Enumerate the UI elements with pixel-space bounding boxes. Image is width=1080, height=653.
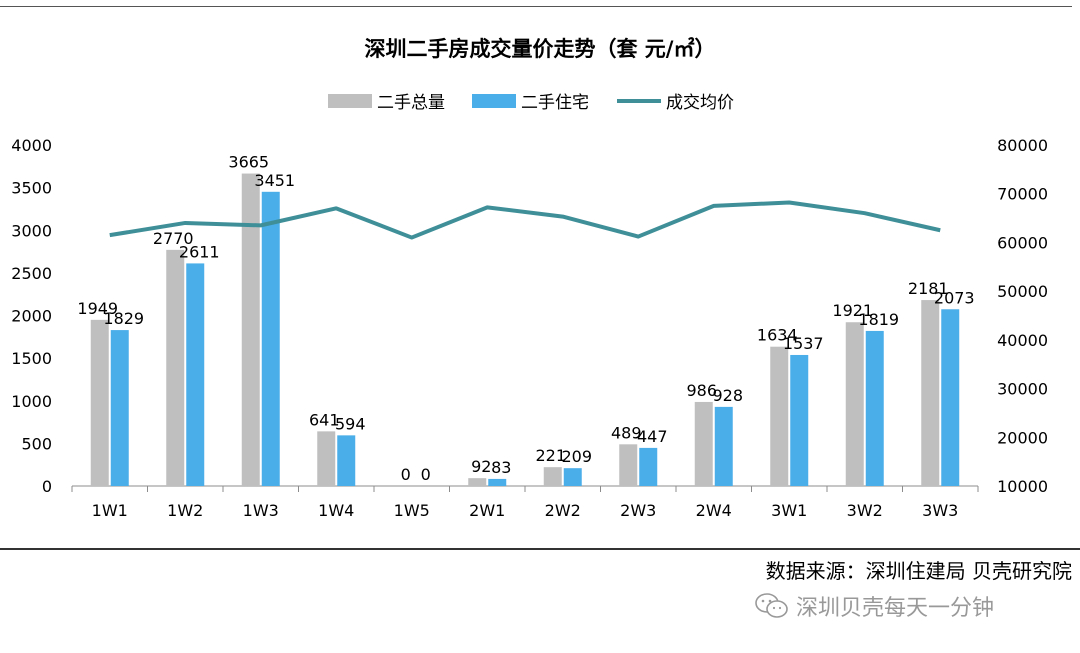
x-tick-label: 2W4 xyxy=(696,501,732,520)
x-tick-label: 1W4 xyxy=(318,501,354,520)
y-right-tick-label: 10000 xyxy=(997,477,1048,496)
data-label-total: 2181 xyxy=(908,279,949,298)
bar-total xyxy=(166,249,185,486)
x-tick-label: 1W5 xyxy=(394,501,430,520)
data-label-residential: 1819 xyxy=(858,310,899,329)
top-rule xyxy=(0,6,1072,7)
data-label-residential: 1537 xyxy=(783,334,824,353)
bar-total xyxy=(317,431,336,486)
bar-total xyxy=(468,478,487,486)
bar-residential xyxy=(865,330,884,486)
y-right-tick-label: 60000 xyxy=(997,233,1048,252)
data-label-residential: 447 xyxy=(637,427,668,446)
x-tick-label: 3W2 xyxy=(847,501,883,520)
y-left-tick-label: 3000 xyxy=(11,221,52,240)
x-tick-label: 2W3 xyxy=(620,501,656,520)
bar-residential xyxy=(337,435,356,486)
bar-total xyxy=(619,444,638,486)
bar-residential xyxy=(261,191,280,486)
y-left-tick-label: 4000 xyxy=(11,136,52,155)
x-tick-label: 1W2 xyxy=(167,501,203,520)
x-tick-label: 2W2 xyxy=(545,501,581,520)
legend-swatch-residential xyxy=(472,94,516,108)
data-label-residential: 1829 xyxy=(103,309,144,328)
bar-total xyxy=(241,173,260,486)
y-left-tick-label: 1500 xyxy=(11,349,52,368)
data-label-total: 1949 xyxy=(77,299,118,318)
x-tick-label: 2W1 xyxy=(469,501,505,520)
y-left-tick-label: 3500 xyxy=(11,179,52,198)
legend: 二手总量 二手住宅 成交均价 xyxy=(328,93,734,113)
data-label-residential: 3451 xyxy=(254,171,295,190)
data-label-total: 489 xyxy=(611,423,642,442)
data-label-residential: 594 xyxy=(335,414,366,433)
y-right-tick-label: 50000 xyxy=(997,282,1048,301)
y-right-tick-label: 80000 xyxy=(997,136,1048,155)
bar-residential xyxy=(563,468,582,486)
plot-area: 0 500 1000 1500 2000 2500 3000 3500 4000 10000 200… xyxy=(11,136,1048,520)
y-left-tick-label: 2000 xyxy=(11,307,52,326)
line-avg-price xyxy=(109,200,941,240)
legend-swatch-total xyxy=(328,94,372,108)
y-left-tick-label: 0 xyxy=(42,477,52,496)
data-label-total: 0 xyxy=(401,465,411,484)
bar-total xyxy=(845,322,864,486)
bar-total xyxy=(921,300,940,486)
legend-label-avg-price: 成交均价 xyxy=(666,93,734,113)
legend-label-residential: 二手住宅 xyxy=(521,93,589,113)
bar-residential xyxy=(186,263,205,486)
bar-total xyxy=(90,319,109,486)
wechat-icon xyxy=(755,593,788,618)
data-label-residential: 0 xyxy=(421,465,431,484)
watermark-text: 深圳贝壳每天一分钟 xyxy=(796,596,995,621)
data-label-residential: 2611 xyxy=(179,242,220,261)
data-label-residential: 928 xyxy=(712,386,743,405)
chart-title: 深圳二手房成交量价走势（套 元/㎡） xyxy=(365,37,716,61)
bar-residential xyxy=(488,478,507,486)
data-label-total: 1634 xyxy=(757,326,798,345)
y-left-tick-label: 2500 xyxy=(11,264,52,283)
x-tick-label: 1W3 xyxy=(243,501,279,520)
bar-residential xyxy=(639,447,658,486)
x-tick-label: 3W3 xyxy=(922,501,958,520)
y-left-tick-label: 1000 xyxy=(11,392,52,411)
data-label-total: 92 xyxy=(471,457,491,476)
y-right-tick-label: 30000 xyxy=(997,380,1048,399)
x-tick-label: 1W1 xyxy=(92,501,128,520)
data-label-total: 986 xyxy=(686,381,717,400)
y-right-tick-label: 70000 xyxy=(997,185,1048,204)
bar-total xyxy=(770,346,789,486)
x-tick-label: 3W1 xyxy=(771,501,807,520)
data-label-total: 3665 xyxy=(228,153,269,172)
bar-residential xyxy=(714,406,733,486)
y-left-tick-label: 500 xyxy=(21,434,52,453)
data-label-residential: 83 xyxy=(491,458,511,477)
data-label-residential: 2073 xyxy=(934,288,975,307)
data-label-total: 221 xyxy=(535,446,566,465)
data-label-total: 2770 xyxy=(153,229,194,248)
source-note: 数据来源：深圳住建局 贝壳研究院 xyxy=(765,559,1072,583)
bar-residential xyxy=(941,309,960,486)
data-label-residential: 209 xyxy=(561,447,592,466)
chart: 深圳二手房成交量价走势（套 元/㎡） 二手总量 二手住宅 成交均价 0 500 10… xyxy=(11,37,1048,520)
bar-residential xyxy=(110,330,129,486)
bar-residential xyxy=(790,354,809,486)
y-right-tick-label: 40000 xyxy=(997,331,1048,350)
bar-total xyxy=(543,467,562,486)
bar-total xyxy=(694,401,713,486)
watermark: 深圳贝壳每天一分钟 xyxy=(754,590,994,622)
data-label-total: 641 xyxy=(309,410,340,429)
y-right-tick-label: 20000 xyxy=(997,428,1048,447)
bottom-rule xyxy=(0,548,1080,550)
data-label-total: 1921 xyxy=(832,301,873,320)
legend-label-total: 二手总量 xyxy=(377,93,445,113)
